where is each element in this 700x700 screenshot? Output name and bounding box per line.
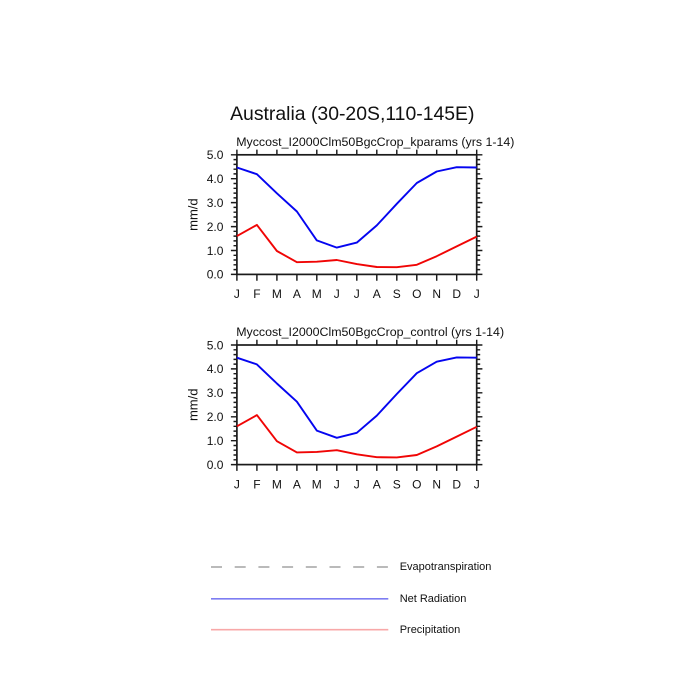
svg-text:5.0: 5.0 (207, 338, 224, 352)
svg-text:M: M (272, 287, 282, 301)
svg-text:O: O (412, 287, 421, 301)
svg-text:J: J (474, 287, 480, 301)
svg-text:Evapotranspiration: Evapotranspiration (400, 561, 492, 573)
svg-text:M: M (312, 477, 322, 491)
svg-text:S: S (393, 287, 401, 301)
svg-text:O: O (412, 477, 421, 491)
svg-text:Precipitation: Precipitation (400, 624, 461, 636)
svg-text:Myccost_I2000Clm50BgcCrop_kpar: Myccost_I2000Clm50BgcCrop_kparams (yrs 1… (236, 135, 514, 149)
svg-text:mm/d: mm/d (186, 198, 201, 231)
svg-text:J: J (354, 477, 360, 491)
svg-text:Myccost_I2000Clm50BgcCrop_cont: Myccost_I2000Clm50BgcCrop_control (yrs 1… (236, 325, 504, 339)
svg-text:A: A (293, 477, 301, 491)
svg-text:M: M (312, 287, 322, 301)
svg-text:D: D (452, 477, 461, 491)
svg-text:2.0: 2.0 (207, 220, 224, 234)
svg-text:0.0: 0.0 (207, 268, 224, 282)
svg-text:J: J (234, 477, 240, 491)
svg-text:A: A (373, 477, 381, 491)
svg-text:5.0: 5.0 (207, 148, 224, 162)
svg-text:J: J (334, 287, 340, 301)
svg-text:0.0: 0.0 (207, 458, 224, 472)
svg-text:mm/d: mm/d (186, 389, 201, 422)
svg-text:1.0: 1.0 (207, 434, 224, 448)
svg-text:4.0: 4.0 (207, 362, 224, 376)
svg-text:N: N (432, 287, 441, 301)
svg-text:4.0: 4.0 (207, 172, 224, 186)
svg-text:J: J (474, 477, 480, 491)
svg-text:D: D (452, 287, 461, 301)
svg-text:F: F (253, 477, 260, 491)
svg-text:S: S (393, 477, 401, 491)
svg-text:A: A (373, 287, 381, 301)
svg-text:1.0: 1.0 (207, 244, 224, 258)
svg-text:J: J (334, 477, 340, 491)
svg-text:Australia (30-20S,110-145E): Australia (30-20S,110-145E) (230, 103, 474, 125)
svg-text:F: F (253, 287, 260, 301)
svg-text:3.0: 3.0 (207, 386, 224, 400)
svg-text:J: J (354, 287, 360, 301)
svg-text:Net Radiation: Net Radiation (400, 593, 467, 605)
svg-text:J: J (234, 287, 240, 301)
svg-text:N: N (432, 477, 441, 491)
svg-text:M: M (272, 477, 282, 491)
svg-text:2.0: 2.0 (207, 410, 224, 424)
svg-text:3.0: 3.0 (207, 196, 224, 210)
svg-text:A: A (293, 287, 301, 301)
